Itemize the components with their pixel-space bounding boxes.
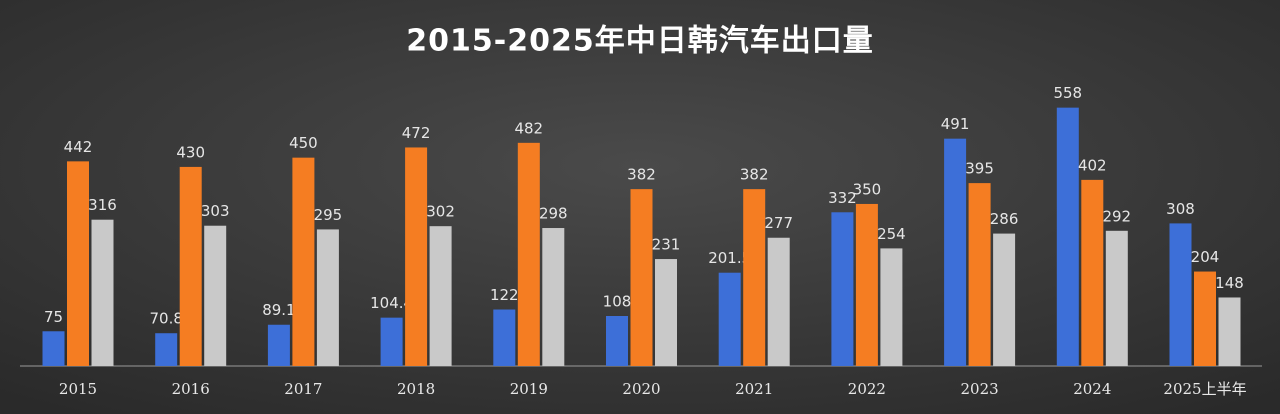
bar — [880, 248, 903, 366]
bar — [91, 219, 114, 366]
x-tick-label: 2019 — [510, 380, 548, 398]
bar — [655, 259, 677, 366]
chart-title: 2015-2025年中日韩汽车出口量 — [406, 24, 873, 59]
x-tick-label: 2022 — [848, 380, 886, 398]
value-label: 108 — [603, 292, 632, 310]
bar — [67, 161, 89, 366]
value-label: 303 — [201, 202, 230, 220]
bar — [155, 333, 178, 366]
x-tick-label: 2017 — [284, 380, 322, 398]
bar — [1194, 271, 1216, 366]
bar — [493, 309, 516, 366]
bar — [380, 317, 403, 366]
value-label: 442 — [64, 138, 93, 156]
bar — [429, 226, 452, 366]
bar — [1056, 107, 1079, 367]
x-tick-label: 2020 — [622, 380, 660, 398]
x-tick-label: 2024 — [1073, 380, 1111, 398]
x-tick-label: 2021 — [735, 380, 773, 398]
value-label: 308 — [1166, 200, 1195, 218]
value-label: 332 — [828, 189, 857, 207]
bar — [944, 138, 967, 366]
bar — [993, 233, 1016, 366]
value-label: 482 — [514, 119, 543, 137]
bar — [743, 189, 766, 366]
value-label: 382 — [627, 166, 656, 184]
bar — [630, 189, 653, 366]
x-tick-label: 2018 — [397, 380, 435, 398]
value-label: 298 — [539, 205, 568, 223]
bar — [42, 331, 65, 366]
value-label: 472 — [402, 124, 431, 142]
bar — [267, 324, 290, 366]
bar — [767, 237, 790, 366]
bar — [855, 203, 878, 366]
bar — [292, 157, 315, 366]
bar — [1081, 179, 1104, 366]
value-label: 286 — [990, 210, 1019, 228]
value-label: 450 — [289, 134, 318, 152]
x-tick-label: 2025上半年 — [1163, 380, 1246, 398]
bar — [542, 228, 565, 366]
bar — [1218, 297, 1241, 366]
bar — [405, 147, 428, 366]
x-tick-label: 2016 — [172, 380, 210, 398]
value-label: 402 — [1078, 156, 1107, 174]
value-label: 231 — [652, 236, 681, 254]
x-tick-label: 2023 — [961, 380, 999, 398]
value-label: 316 — [88, 196, 117, 214]
value-label: 491 — [941, 115, 970, 133]
bar — [831, 212, 854, 366]
value-label: 350 — [853, 180, 882, 198]
bar — [179, 166, 202, 366]
x-tick-label: 2015 — [59, 380, 97, 398]
bar — [606, 315, 628, 366]
value-label: 292 — [1102, 207, 1131, 225]
value-label: 395 — [965, 160, 994, 178]
value-label: 75 — [44, 308, 63, 326]
value-label: 122 — [490, 286, 519, 304]
value-label: 204 — [1191, 248, 1220, 266]
bar — [517, 142, 540, 366]
value-label: 382 — [740, 166, 769, 184]
bar — [204, 225, 227, 366]
value-label: 430 — [176, 143, 205, 161]
value-label: 89.1 — [262, 301, 295, 319]
value-label: 148 — [1215, 274, 1244, 292]
bar — [1169, 223, 1192, 366]
value-label: 295 — [314, 206, 343, 224]
value-label: 254 — [877, 225, 906, 243]
value-label: 104.4 — [370, 294, 413, 312]
bar — [968, 183, 991, 366]
bar — [718, 272, 741, 366]
value-label: 277 — [764, 214, 793, 232]
value-label: 70.8 — [149, 310, 182, 328]
value-label: 558 — [1053, 84, 1082, 102]
bar — [316, 229, 339, 366]
value-label: 201.5 — [708, 249, 751, 267]
bar — [1105, 230, 1128, 366]
value-label: 302 — [426, 203, 455, 221]
